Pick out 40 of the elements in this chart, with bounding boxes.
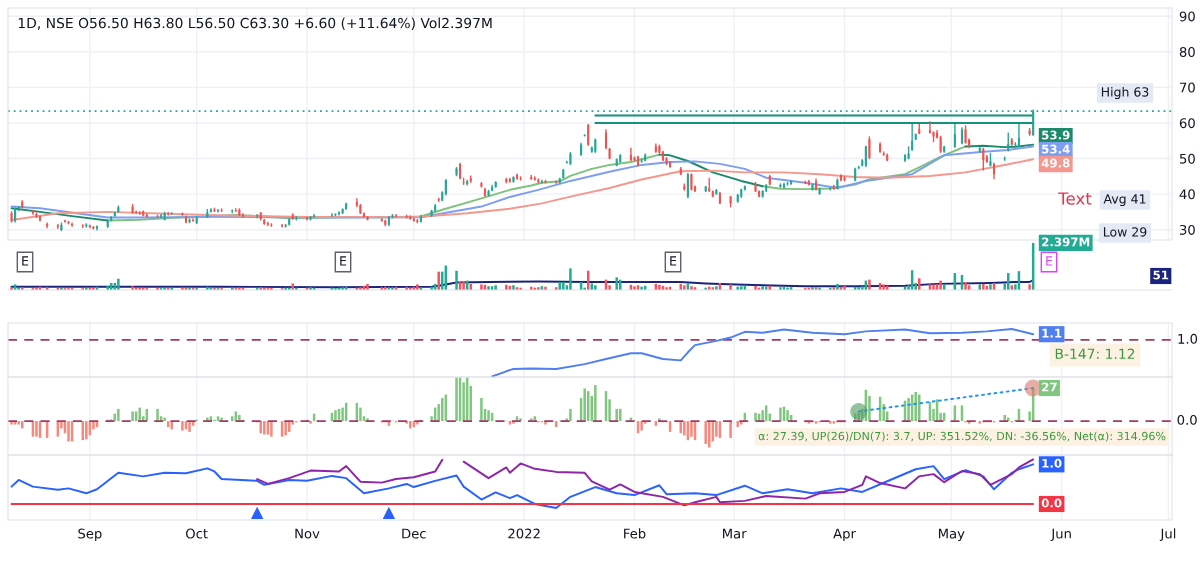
- annotation: E: [22, 256, 29, 266]
- x-tick-label: Apr: [833, 528, 856, 542]
- y-tick-label: 80: [1179, 46, 1195, 57]
- x-tick-label: 2022: [508, 528, 540, 539]
- x-tick-label: Jun: [1050, 528, 1071, 541]
- data-label: 53.4: [1042, 144, 1070, 154]
- annotation: E: [340, 256, 347, 266]
- annotation: Text: [1058, 192, 1092, 205]
- annotation: 2.397M: [1042, 237, 1090, 247]
- x-tick-label: Feb: [624, 528, 646, 539]
- x-tick-label: Sep: [78, 528, 102, 542]
- y-tick-label: 70: [1180, 82, 1195, 93]
- annotation: E: [670, 256, 677, 266]
- text: 1D, NSE O56.50 H63.80 L56.50 C63.30 +6.60 (+11.64%) Vol2.397M: [18, 17, 492, 30]
- data-label: 49.8: [1041, 158, 1070, 168]
- x-tick-label: Nov: [295, 528, 320, 539]
- y-tick-label: 30: [1179, 224, 1195, 235]
- annotation: Avg 41: [1103, 194, 1146, 207]
- y-tick-label: 90: [1179, 11, 1195, 22]
- annotation: 1.0: [1042, 458, 1062, 468]
- x-tick-label: Mar: [723, 528, 747, 539]
- annotation: 51: [1153, 270, 1169, 280]
- annotation: 0.0: [1041, 498, 1062, 508]
- annotation: B-147: 1.12: [1055, 348, 1135, 359]
- x-tick-label: Oct: [185, 528, 208, 539]
- data-label: 53.9: [1042, 130, 1070, 140]
- x-tick-label: Dec: [402, 528, 426, 539]
- annotation: Low 29: [1103, 227, 1147, 237]
- annotation: α: 27.39, UP(26)/DN(7): 3.7, UP: 351.52%, DN: -36.56%, Net(α): 314.96%: [758, 431, 1166, 442]
- annotation: 27: [1042, 382, 1057, 392]
- ref-line-label: 0.0: [1177, 414, 1197, 425]
- annotation: High 63: [1101, 86, 1149, 100]
- text: 1.0: [1178, 333, 1198, 344]
- y-tick-label: 50: [1179, 153, 1195, 164]
- y-tick-label: 60: [1179, 118, 1195, 129]
- x-tick-label: Jul: [1159, 528, 1176, 541]
- x-tick-label: May: [938, 528, 965, 542]
- annotation: 1.1: [1042, 328, 1062, 338]
- y-tick-label: 40: [1179, 189, 1195, 200]
- annotation: E: [1046, 256, 1053, 266]
